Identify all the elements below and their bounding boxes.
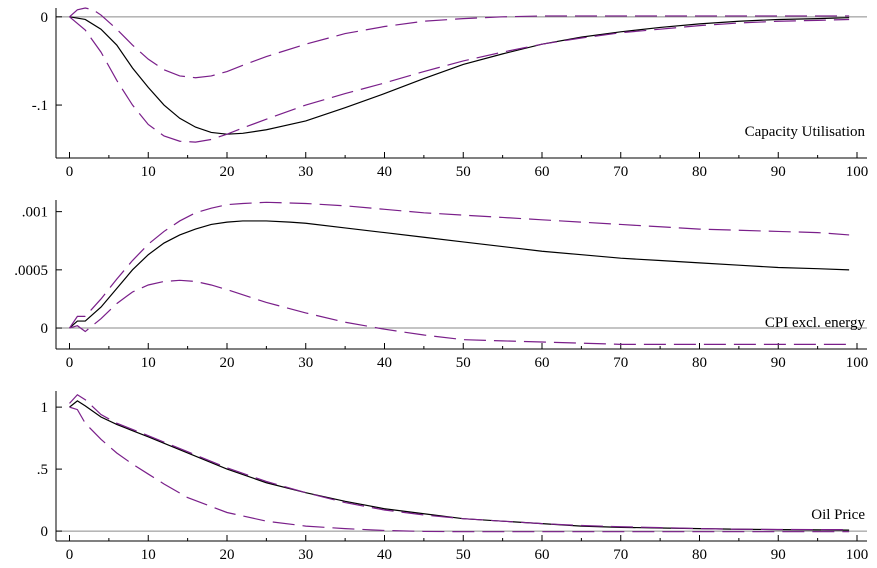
- x-tick-label: 80: [692, 164, 707, 180]
- x-tick-label: 40: [377, 547, 392, 563]
- x-tick-label: 40: [377, 355, 392, 371]
- x-tick-label: 50: [456, 355, 471, 371]
- y-tick-label: 0: [41, 321, 49, 337]
- lower-confidence-band: [70, 407, 850, 532]
- x-tick-label: 60: [535, 355, 550, 371]
- panel-label: Oil Price: [811, 507, 865, 523]
- x-tick-label: 70: [613, 164, 628, 180]
- x-tick-label: 80: [692, 355, 707, 371]
- x-tick-label: 0: [66, 547, 74, 563]
- x-tick-label: 70: [613, 547, 628, 563]
- chart-panel-2: 0 10 20 30 40 50 60 70 80 90 100 .001 .0005 0 CPI excl…: [14, 200, 868, 371]
- y-tick-label: 1: [41, 400, 49, 416]
- x-tick-label: 30: [298, 547, 313, 563]
- y-tick-label: .5: [37, 462, 48, 478]
- x-tick-label: 30: [298, 355, 313, 371]
- x-tick-label: 100: [846, 547, 869, 563]
- y-tick-label: -.1: [32, 98, 48, 114]
- lower-confidence-band: [70, 280, 850, 344]
- lower-confidence-band: [70, 17, 850, 142]
- x-tick-label: 90: [771, 547, 786, 563]
- x-tick-label: 80: [692, 547, 707, 563]
- impulse-response-line: [70, 401, 850, 530]
- x-tick-label: 70: [613, 355, 628, 371]
- x-tick-label: 20: [220, 355, 235, 371]
- upper-confidence-band: [70, 395, 850, 530]
- x-tick-label: 90: [771, 164, 786, 180]
- chart-panel-3: 0 10 20 30 40 50 60 70 80 90 100 1 .5 0 Oil Price: [37, 391, 869, 563]
- x-tick-label: 90: [771, 355, 786, 371]
- x-tick-label: 60: [535, 164, 550, 180]
- x-tick-label: 40: [377, 164, 392, 180]
- x-tick-label: 100: [846, 355, 869, 371]
- panel-label: Capacity Utilisation: [745, 124, 866, 140]
- x-tick-label: 100: [846, 164, 869, 180]
- impulse-response-line: [70, 221, 850, 328]
- upper-confidence-band: [70, 8, 850, 78]
- panel-label: CPI excl. energy: [765, 315, 866, 331]
- x-tick-label: 50: [456, 547, 471, 563]
- x-tick-label: 50: [456, 164, 471, 180]
- x-tick-label: 10: [141, 164, 156, 180]
- x-tick-label: 30: [298, 164, 313, 180]
- y-tick-label: .0005: [14, 263, 48, 279]
- y-tick-label: 0: [41, 524, 49, 540]
- impulse-response-line: [70, 17, 850, 134]
- chart-panel-1: 0 10 20 30 40 50 60 70 80 90 100 0 -.1 Capacity Utili…: [32, 8, 869, 180]
- x-tick-label: 0: [66, 164, 74, 180]
- x-tick-label: 10: [141, 547, 156, 563]
- x-tick-label: 0: [66, 355, 74, 371]
- y-tick-label: 0: [41, 10, 49, 26]
- x-tick-label: 60: [535, 547, 550, 563]
- x-tick-label: 10: [141, 355, 156, 371]
- x-tick-label: 20: [220, 547, 235, 563]
- y-tick-label: .001: [22, 205, 48, 221]
- x-tick-label: 20: [220, 164, 235, 180]
